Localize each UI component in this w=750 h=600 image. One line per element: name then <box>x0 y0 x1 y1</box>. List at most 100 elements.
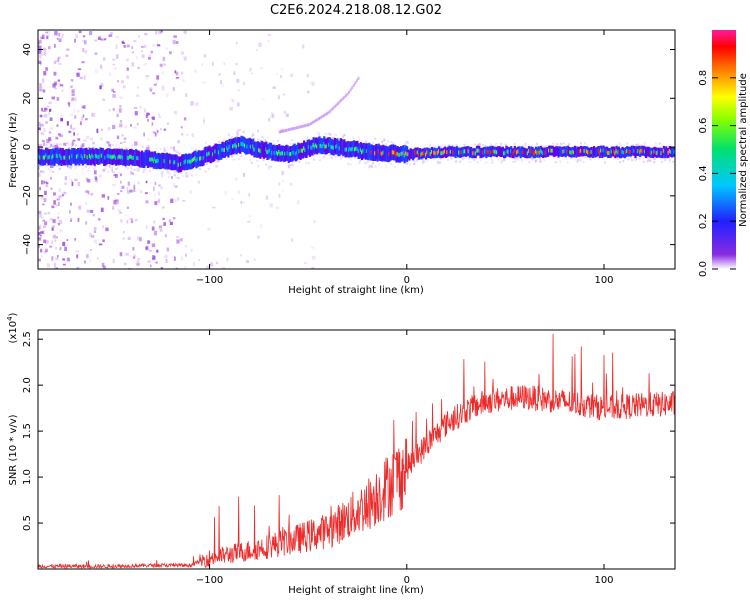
spectrogram-ridge-cell <box>138 151 141 168</box>
spectrogram-peak-cell <box>608 151 611 155</box>
spectrogram-halo-cell <box>133 168 136 171</box>
spectrogram-noise-cell <box>125 214 128 217</box>
spectrogram-peak-cell <box>521 150 524 155</box>
spectrogram-halo-cell <box>364 162 367 165</box>
spectrogram-noise-cell <box>141 54 145 58</box>
spectrogram-ridge-cell <box>642 145 645 156</box>
spectrogram-noise-cell <box>180 126 183 129</box>
spectrogram-peak-cell <box>81 155 84 160</box>
spectrogram-ridge-cell <box>40 148 43 165</box>
spectrogram-arc-cell <box>325 112 328 116</box>
spectrogram-arc-cell <box>332 106 335 110</box>
spectrogram-ridge-cell <box>666 148 669 159</box>
spectrogram-ridge-cell <box>74 149 77 166</box>
spectrogram-noise-cell <box>172 40 176 45</box>
spectrogram-peak-cell <box>208 151 211 156</box>
spectrogram-halo-cell <box>585 156 588 159</box>
spectrogram-halo-cell <box>642 160 645 163</box>
spectrogram-halo-cell <box>47 167 50 170</box>
spectrogram-noise-cell <box>59 84 64 87</box>
spectrogram-peak-cell <box>86 155 89 160</box>
spectrogram-noise-cell <box>174 110 177 115</box>
spectrogram-ridge-cell <box>553 146 557 157</box>
spectrogram-noise-cell <box>63 191 67 195</box>
spectrogram-noise-cell <box>203 119 205 124</box>
spectrogram-halo-cell <box>434 145 437 148</box>
spectrogram-peak-cell <box>222 148 225 153</box>
spectrogram-noise-cell <box>165 258 168 264</box>
spectrogram-halo-cell <box>566 161 569 164</box>
spectrogram-noise-cell <box>51 205 55 209</box>
spectrogram-peak-cell <box>151 157 154 162</box>
spectrogram-noise-cell <box>147 57 151 60</box>
spectrogram-noise-cell <box>80 144 84 149</box>
spectrogram-noise-cell <box>54 144 58 150</box>
spectrogram-noise-cell <box>57 212 60 215</box>
spectrogram-noise-cell <box>58 195 62 199</box>
spectrogram-peak-cell <box>403 153 406 158</box>
spectrogram-halo-cell <box>144 167 147 170</box>
spectrogram-ridge-cell <box>46 147 49 164</box>
spectrogram-peak-cell <box>424 152 427 157</box>
spectrogram-noise-cell <box>55 257 59 261</box>
spectrogram-noise-cell <box>181 256 183 261</box>
spectrogram-peak-cell <box>437 149 440 154</box>
spectrogram-peak-cell <box>613 149 615 154</box>
spectrogram-halo-cell <box>551 154 554 157</box>
spectrogram-noise-cell <box>54 239 57 243</box>
spectrogram-halo-cell <box>330 156 333 159</box>
spectrogram-noise-cell <box>275 206 279 209</box>
spectrogram-ridge-cell <box>564 147 567 158</box>
spectrogram-halo-cell <box>173 149 176 152</box>
spectrogram-peak-cell <box>443 149 446 154</box>
spectrogram-noise-cell <box>309 81 312 85</box>
spectrogram-halo-cell <box>176 149 179 152</box>
spectrogram-ridge-cell <box>456 147 460 158</box>
spectrogram-halo-cell <box>660 143 663 146</box>
spectrogram-peak-cell <box>114 155 117 160</box>
spectrogram-halo-cell <box>455 160 458 163</box>
spectrogram-noise-cell <box>154 230 158 236</box>
spectrogram-halo-cell <box>205 162 208 165</box>
spectrogram-peak-cell <box>357 149 360 154</box>
spectrogram-ridge-cell <box>67 148 70 165</box>
spectrogram-peak-cell <box>307 145 310 150</box>
spectrogram-noise-cell <box>175 267 178 269</box>
spectrogram-ridge-cell <box>558 146 561 157</box>
spectrogram-noise-cell <box>44 212 47 215</box>
spectrogram-peak-cell <box>266 150 269 155</box>
spectrogram-noise-cell <box>152 186 155 191</box>
spectrogram-peak-cell <box>478 148 480 153</box>
spectrogram-halo-cell <box>437 144 440 147</box>
spectrogram-noise-cell <box>93 227 97 231</box>
spectrogram-peak-cell <box>188 159 191 164</box>
spectrogram-arc-cell <box>286 128 289 132</box>
spectrogram-noise-cell <box>237 89 241 92</box>
spectrogram-halo-cell <box>264 163 267 166</box>
spectrogram-halo-cell <box>668 158 671 161</box>
spectrogram-peak-cell <box>129 154 131 159</box>
spectrogram-ridge-cell <box>455 146 458 156</box>
spectrogram-noise-cell <box>47 30 51 33</box>
spectrogram-halo-cell <box>147 145 150 148</box>
spectrogram-noise-cell <box>43 51 46 56</box>
y-tick-label: −40 <box>22 234 33 255</box>
spectrogram-halo-cell <box>421 158 424 161</box>
snr-frame <box>37 329 676 570</box>
spectrogram-halo-cell <box>318 134 321 137</box>
colorbar: 0.00.20.40.60.8 Normalized spectral ampl… <box>698 30 749 277</box>
spectrogram-ridge-cell <box>411 150 415 161</box>
spectrogram-ridge-cell <box>182 154 185 170</box>
spectrogram-halo-cell <box>484 144 487 147</box>
spectrogram-peak-cell <box>172 160 175 165</box>
spectrogram-peak-cell <box>111 155 114 160</box>
spectrogram-noise-cell <box>46 263 50 268</box>
spectrogram-halo-cell <box>85 162 88 165</box>
spectrogram-ridge-cell <box>215 143 218 160</box>
spectrogram-noise-cell <box>40 123 44 127</box>
spectrogram-peak-cell <box>71 153 73 158</box>
spectrogram-ridge-cell <box>410 149 413 159</box>
spectrogram-noise-cell <box>43 71 47 76</box>
